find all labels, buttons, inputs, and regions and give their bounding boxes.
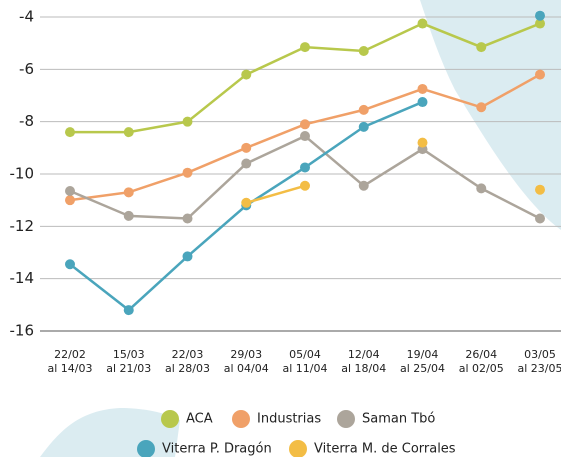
x-tick-label: 26/04 al 02/05 [459,348,504,375]
data-point [300,131,310,142]
y-tick-label: -16 [10,322,35,340]
data-point [241,197,252,208]
data-point [123,127,134,138]
data-point [241,158,252,169]
x-tick-label: 05/04 al 11/04 [283,348,328,375]
data-point [182,116,193,127]
data-point [535,18,545,29]
data-point [358,104,369,115]
data-point [300,180,310,191]
data-point [417,97,428,108]
x-tick-label: 03/05 al 23/05 [518,348,561,375]
legend-marker [337,410,355,428]
background-shape [40,408,180,457]
series-line [245,184,306,204]
data-point [65,195,75,206]
data-point [241,142,252,153]
data-point [358,121,369,132]
data-point [535,69,545,80]
x-tick-label: 15/03 al 21/03 [106,348,151,375]
legend-label: Viterra M. de Corrales [314,442,456,457]
data-point [358,180,369,191]
legend-label: Saman Tbó [362,412,435,427]
data-point [476,42,487,53]
y-tick-label: -6 [19,60,34,78]
data-point [417,83,428,94]
background-shape [420,0,561,230]
data-point [358,46,369,57]
legend-marker [161,410,179,428]
x-tick-label: 19/04 al 25/04 [400,348,445,375]
data-point [535,213,545,224]
y-tick-label: -12 [10,217,35,235]
data-point [417,137,428,148]
data-point [241,69,252,80]
data-point [123,210,134,221]
data-point [123,187,134,198]
data-point [535,184,545,195]
y-tick-label: -4 [19,8,34,26]
y-tick-label: -14 [10,269,35,287]
y-tick-label: -10 [10,165,35,183]
data-point [476,183,487,194]
series-line [69,134,541,220]
data-point [123,305,134,316]
data-point [65,127,75,138]
data-point [417,18,428,29]
x-tick-label: 22/03 al 28/03 [165,348,210,375]
legend-label: Industrias [257,412,321,427]
legend-marker [289,440,307,457]
data-point [65,259,75,270]
x-tick-label: 22/02 al 14/03 [48,348,93,375]
data-point [65,186,75,197]
legend-label: ACA [186,412,213,427]
data-point [300,162,310,173]
data-point [182,213,193,224]
x-tick-label: 29/03 al 04/04 [224,348,269,375]
data-point [300,119,310,130]
legend-label: Viterra P. Dragón [162,442,272,457]
data-point [182,251,193,262]
legend-marker [137,440,155,457]
legend-marker [232,410,250,428]
data-point [182,167,193,178]
y-tick-label: -8 [19,112,34,130]
data-point [535,10,545,21]
data-point [300,42,310,53]
data-point [476,102,487,113]
x-tick-label: 12/04 al 18/04 [341,348,386,375]
